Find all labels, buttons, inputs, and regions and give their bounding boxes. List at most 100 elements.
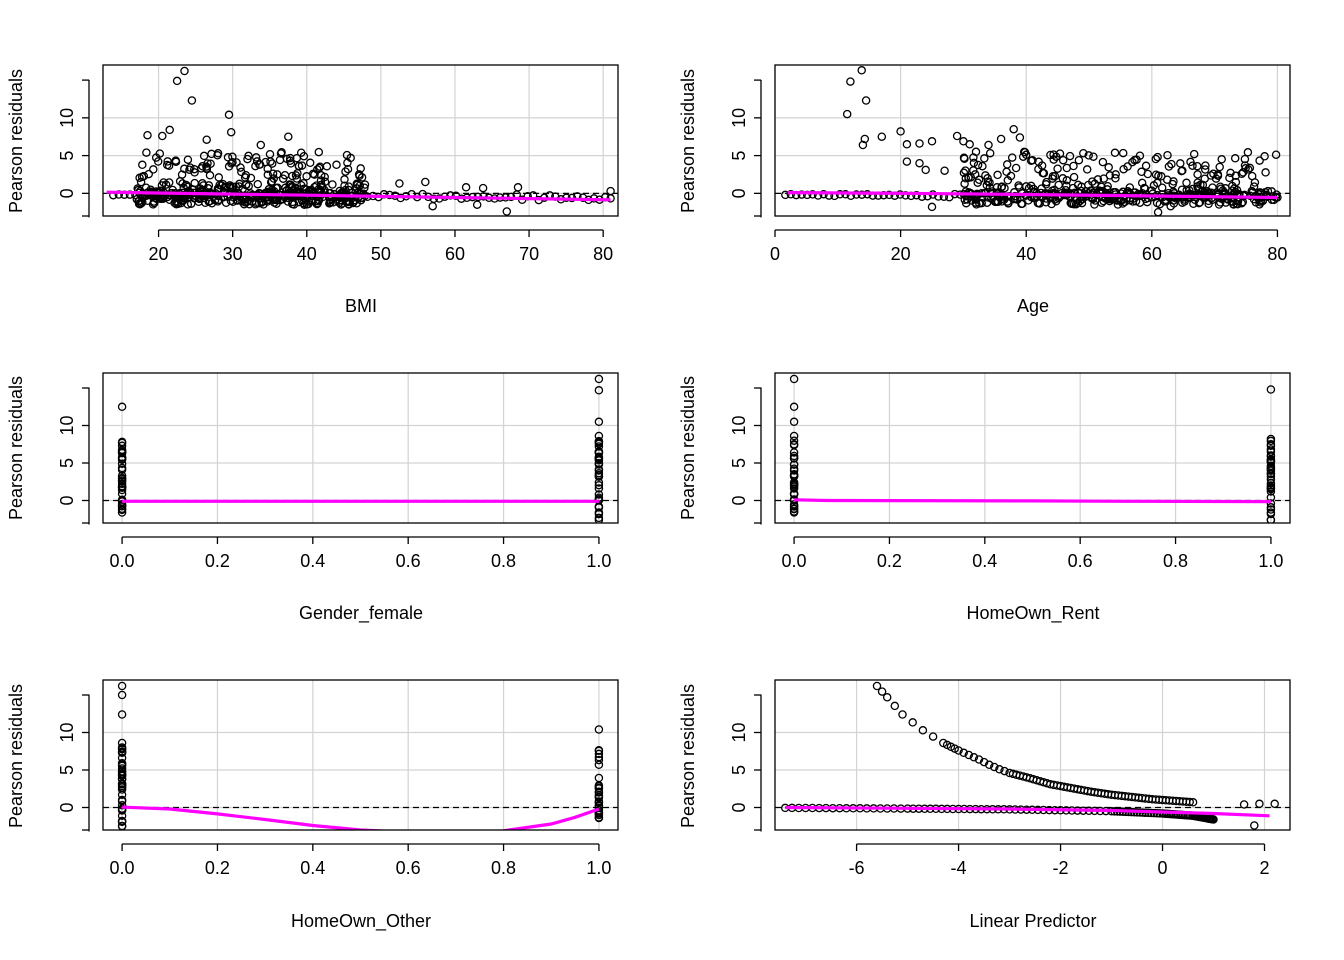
x-axis [855,843,1266,851]
residual-point [1255,200,1264,209]
y-tick-label: 0 [57,802,77,812]
residual-point [1088,177,1097,186]
residual-point [1010,191,1020,201]
residual-point [789,417,799,427]
y-tick-label: 10 [57,415,77,435]
residual-point [1000,766,1009,776]
residual-point [1185,190,1195,200]
residual-point [117,774,127,784]
residual-point [594,781,604,790]
residual-point [954,746,963,755]
residual-point [1215,162,1224,172]
residual-point [898,710,907,719]
residual-point [1062,163,1072,173]
residual-point [594,490,604,499]
residual-point [357,173,367,182]
residual-point [158,131,167,141]
residual-point [1182,178,1191,188]
residual-point [164,161,174,171]
residual-point [1089,152,1098,161]
residual-point [173,198,182,207]
grid [103,680,618,830]
residual-point [340,175,349,184]
y-tick-label: 10 [729,108,749,128]
residual-point [594,417,604,427]
residual-point [797,190,806,199]
residual-point [352,179,362,189]
residual-point [292,153,302,163]
residual-point [236,191,245,201]
residual-point [204,181,214,190]
residual-point [299,179,308,188]
residual-point [1069,172,1079,182]
residual-point [1178,166,1187,175]
residual-point [342,150,352,160]
residual-point [877,687,887,696]
residual-point [1266,487,1276,496]
residual-point [263,170,273,180]
residual-point [1099,174,1109,183]
residual-point [1270,799,1279,809]
x-tick-label: 0 [1158,858,1168,878]
residual-point [268,169,278,178]
residual-point [314,147,324,157]
residual-point [1266,456,1276,465]
residual-point [165,125,174,135]
x-axis-label: Age [1017,296,1049,316]
x-tick-label: 20 [149,244,169,264]
x-axis-label: HomeOwn_Rent [966,603,1099,624]
residual-point [877,132,887,141]
x-axis [157,229,604,237]
residual-point [1049,150,1058,159]
residual-point [117,463,127,473]
y-tick-label: 5 [729,458,749,468]
residual-point [276,149,286,158]
residual-point [252,157,262,166]
residual-point [153,190,162,200]
residual-point [1266,484,1276,493]
residual-point [1243,148,1253,157]
residual-point [789,504,799,514]
residual-point [857,190,867,199]
residual-point [313,165,322,174]
residual-point [1009,124,1018,134]
residual-point [356,164,365,173]
residual-point [1110,148,1120,158]
residual-point [332,160,341,170]
y-tick-label: 10 [57,108,77,128]
residual-point [952,131,962,141]
residual-point [322,162,332,171]
residual-point [135,199,145,209]
residual-point [1250,821,1259,830]
residual-point [117,437,127,447]
smooth-curve [122,805,600,830]
x-tick-label: 0.0 [782,551,807,571]
residual-point [902,140,912,149]
x-tick-label: 0.8 [491,551,516,571]
y-axis [754,694,762,832]
residual-point [964,750,974,760]
residual-point [117,738,127,748]
residual-point [272,199,281,208]
x-tick-label: 1.0 [1258,551,1283,571]
residual-point [789,479,799,489]
residual-point [1261,168,1270,177]
residual-point [1135,151,1145,160]
residual-point [312,199,322,209]
residual-point [1217,155,1226,164]
residual-point [305,158,315,168]
residual-point [1185,797,1194,807]
residual-point [117,747,127,756]
smooth-curve [787,191,1278,200]
x-axis-label: Gender_female [299,603,423,624]
x-tick-label: 0 [770,244,780,264]
residual-point [174,199,183,209]
y-tick-label: 10 [729,415,749,435]
residual-point [1198,180,1208,190]
residual-point [247,197,257,206]
y-axis-label: Pearson residuals [678,376,698,520]
x-tick-label: 0.4 [972,551,997,571]
residual-point [1039,778,1048,787]
residual-point [1240,154,1250,164]
x-tick-label: 60 [1142,244,1162,264]
